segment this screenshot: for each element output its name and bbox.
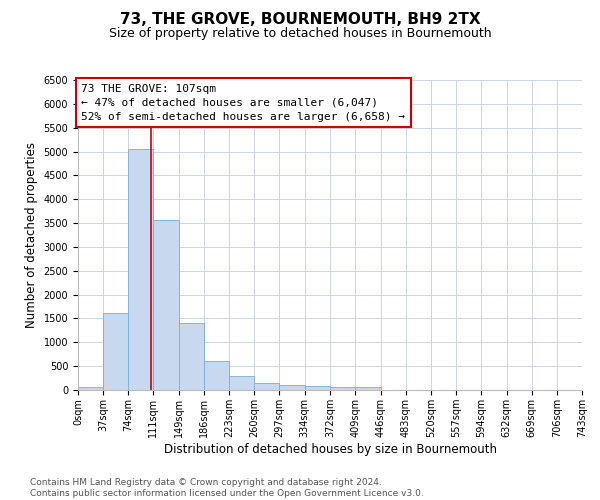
- Bar: [280, 385, 305, 390]
- Bar: [78, 386, 103, 390]
- Y-axis label: Number of detached properties: Number of detached properties: [25, 142, 38, 328]
- Text: Size of property relative to detached houses in Bournemouth: Size of property relative to detached ho…: [109, 28, 491, 40]
- Text: 73, THE GROVE, BOURNEMOUTH, BH9 2TX: 73, THE GROVE, BOURNEMOUTH, BH9 2TX: [119, 12, 481, 28]
- X-axis label: Distribution of detached houses by size in Bournemouth: Distribution of detached houses by size …: [163, 442, 497, 456]
- Bar: [331, 388, 355, 390]
- Bar: [128, 148, 153, 390]
- Text: 73 THE GROVE: 107sqm
← 47% of detached houses are smaller (6,047)
52% of semi-de: 73 THE GROVE: 107sqm ← 47% of detached h…: [82, 84, 406, 122]
- Bar: [305, 386, 331, 390]
- Bar: [355, 388, 380, 390]
- Bar: [229, 376, 254, 390]
- Bar: [179, 323, 204, 390]
- Bar: [153, 220, 179, 390]
- Bar: [204, 361, 229, 390]
- Text: Contains HM Land Registry data © Crown copyright and database right 2024.
Contai: Contains HM Land Registry data © Crown c…: [30, 478, 424, 498]
- Bar: [254, 383, 280, 390]
- Bar: [103, 312, 128, 390]
